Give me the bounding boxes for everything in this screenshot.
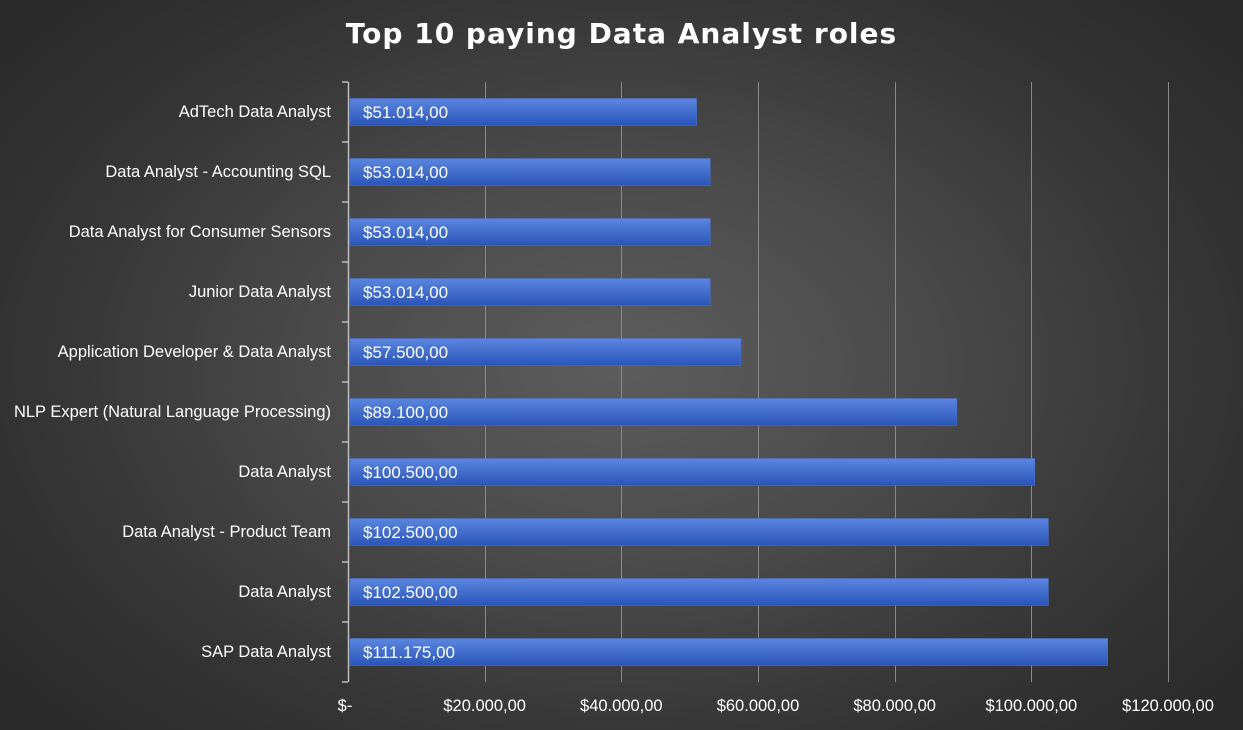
category-label-2: Data Analyst for Consumer Sensors <box>69 223 331 241</box>
bar-0 <box>349 98 697 126</box>
data-label-6: $100.500,00 <box>363 463 458 482</box>
category-label-8: Data Analyst <box>238 583 331 601</box>
category-axis: AdTech Data Analyst Data Analyst - Accoun… <box>14 81 350 683</box>
category-label-7: Data Analyst - Product Team <box>122 523 331 541</box>
x-tick-label-0: $- <box>338 697 353 715</box>
data-label-5: $89.100,00 <box>363 403 448 422</box>
data-label-7: $102.500,00 <box>363 523 458 542</box>
x-tick-label-6: $120.000,00 <box>1122 697 1214 715</box>
bar-2 <box>349 218 711 246</box>
x-tick-label-1: $20.000,00 <box>443 697 526 715</box>
bar-6 <box>349 458 1035 486</box>
data-label-3: $53.014,00 <box>363 283 448 302</box>
bar-7 <box>349 518 1049 546</box>
category-label-5: NLP Expert (Natural Language Processing) <box>14 403 331 421</box>
category-label-1: Data Analyst - Accounting SQL <box>105 163 331 181</box>
bar-4 <box>349 338 742 366</box>
chart-title: Top 10 paying Data Analyst roles <box>345 17 898 50</box>
x-tick-label-5: $100.000,00 <box>985 697 1077 715</box>
data-label-0: $51.014,00 <box>363 103 448 122</box>
category-label-9: SAP Data Analyst <box>201 643 331 661</box>
category-label-3: Junior Data Analyst <box>189 283 332 301</box>
x-tick-label-4: $80.000,00 <box>853 697 936 715</box>
data-label-8: $102.500,00 <box>363 583 458 602</box>
data-label-4: $57.500,00 <box>363 343 448 362</box>
x-tick-label-2: $40.000,00 <box>580 697 663 715</box>
bar-1 <box>349 158 711 186</box>
data-label-9: $111.175,00 <box>363 643 455 662</box>
bar-3 <box>349 278 711 306</box>
data-label-2: $53.014,00 <box>363 223 448 242</box>
bar-5 <box>349 398 958 426</box>
category-label-4: Application Developer & Data Analyst <box>58 343 332 361</box>
value-axis-ticks: $- $20.000,00 $40.000,00 $60.000,00 $80.000,… <box>338 697 1214 715</box>
bar-8 <box>349 578 1049 606</box>
bar-9 <box>349 638 1108 666</box>
data-label-1: $53.014,00 <box>363 163 448 182</box>
bars: $51.014,00 $53.014,00 $53.014,00 $53.014,00… <box>349 98 1108 666</box>
category-label-0: AdTech Data Analyst <box>179 103 332 121</box>
category-label-6: Data Analyst <box>238 463 331 481</box>
x-tick-label-3: $60.000,00 <box>717 697 800 715</box>
